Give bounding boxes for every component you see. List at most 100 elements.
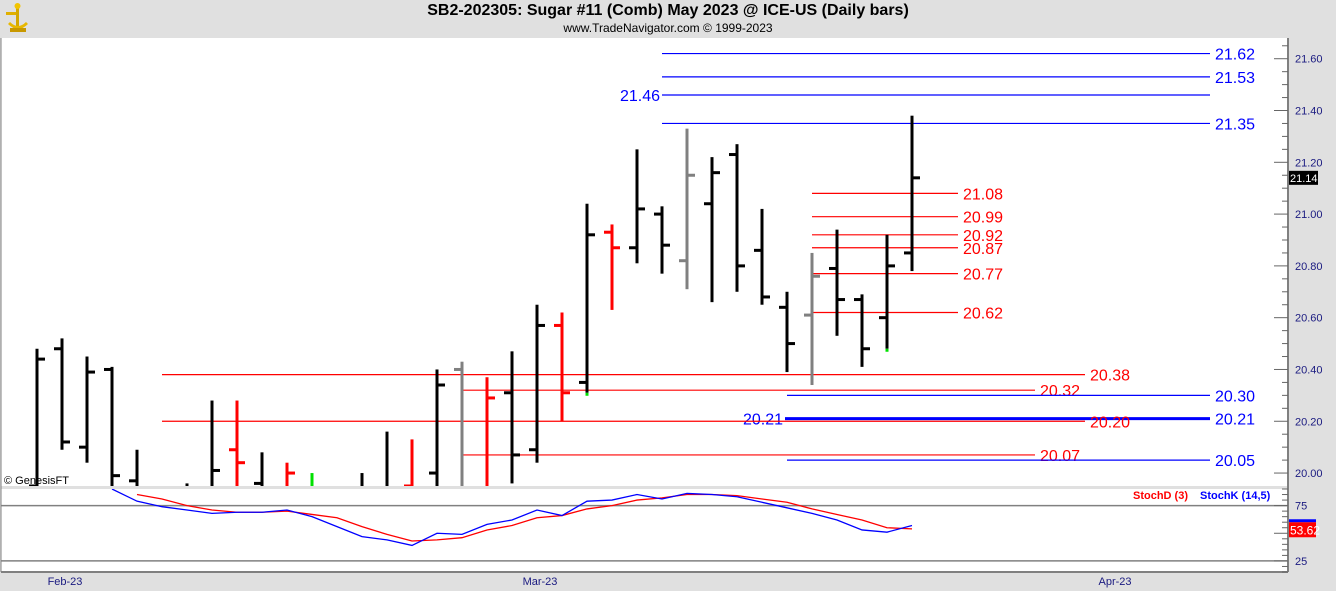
bar-range [110,366,114,486]
bar-range [210,400,214,486]
price-tick-label: 21.20 [1295,157,1323,169]
ohlc-bar [104,366,120,486]
price-tick-label: 21.60 [1295,54,1323,66]
bar-close-tick [62,440,70,444]
bar-open-tick [554,323,562,327]
chart-title: SB2-202305: Sugar #11 (Comb) May 2023 @ … [427,2,909,19]
ohlc-bar [485,377,495,486]
bar-range [185,483,189,486]
bar-close-tick [762,295,770,299]
bar-open-tick [654,212,662,216]
ohlc-bar [454,361,464,486]
bar-close-tick [612,246,620,250]
bar-open-tick [129,479,137,483]
ohlc-bar [385,431,389,486]
last-price-box [1289,170,1318,185]
bar-close-tick [287,471,295,475]
level-label: 21.53 [1215,70,1255,87]
ohlc-bar [679,128,695,290]
bar-range [310,473,314,486]
bar-open-tick [704,202,712,206]
price-panel [1,38,1288,486]
bar-open-tick [779,305,787,309]
legend-stochk: StochK (14,5) [1200,490,1271,502]
stochk-value-marker [1289,519,1316,523]
bar-range [535,304,539,463]
bar-close-tick [687,173,695,177]
ohlc-bar [229,400,245,486]
bar-range [910,115,914,272]
bar-range [360,473,364,486]
level-label: 21.35 [1215,116,1255,133]
level-label: 20.07 [1040,448,1080,465]
bar-range [410,439,414,486]
price-plot: 21.62 21.53 21.46 21.35 21.08 20.9920.9220.87… [29,47,1255,486]
level-label: 20.77 [963,267,1003,284]
level-label: 20.05 [1215,453,1255,470]
bar-open-tick [229,448,237,452]
ohlc-bar [285,462,295,486]
bar-open-tick [754,248,762,252]
bar-open-tick [804,313,812,317]
bar-close-tick [87,370,95,374]
legend-stochd: StochD (3) [1133,490,1188,502]
level-label-left: 20.21 [743,412,783,429]
bar-open-tick [454,367,462,371]
bar-close-tick [787,342,795,346]
bar-close-tick [712,171,720,175]
price-tick-label: 20.00 [1295,468,1323,480]
ohlc-bar [429,369,445,486]
ohlc-bar [529,304,545,463]
bar-open-tick [504,391,512,395]
level-label: 20.87 [963,241,1003,258]
bar-close-tick [837,298,845,302]
level-label: 20.21 [1215,412,1255,429]
bar-open-tick [629,246,637,250]
ohlc-bar [779,291,795,373]
bar-open-tick [729,153,737,157]
ohlc-bar [504,351,520,484]
bar-close-tick [512,453,520,457]
ohlc-bar [829,229,845,336]
date-label: Feb-23 [48,576,83,588]
bar-open-tick [404,484,412,486]
ohlc-bar [754,208,770,305]
ohlc-bar [579,203,595,396]
level-label: 20.30 [1215,388,1255,405]
bar-open-tick [529,448,537,452]
bar-close-tick [587,233,595,237]
bar-range [660,206,664,274]
stoch-line-k [111,489,913,547]
bar-close-tick [112,474,120,478]
bar-open-tick [829,266,837,270]
stoch-value-box [1289,522,1316,538]
bar-open-tick [54,347,62,351]
bar-range [85,356,89,463]
bar-range [485,377,489,486]
bar-open-tick [29,484,37,486]
low-marker [585,392,589,396]
bar-range [810,252,814,386]
bar-close-tick [637,207,645,211]
price-tick-label: 20.80 [1295,261,1323,273]
bar-close-tick [912,176,920,180]
price-tick-label: 20.20 [1295,416,1323,428]
level-label: 20.32 [1040,383,1080,400]
bar-close-tick [437,383,445,387]
bar-range [760,208,764,305]
level-label-left: 21.46 [620,88,660,105]
bar-range [685,128,689,290]
bar-range [560,312,564,422]
bar-range [235,400,239,486]
bar-open-tick [104,367,112,371]
level-label: 21.08 [963,186,1003,203]
bar-range [610,224,614,310]
ohlc-bar [629,149,645,264]
bar-close-tick [562,391,570,395]
ohlc-bar [79,356,95,463]
bar-open-tick [854,298,862,302]
bar-close-tick [662,243,670,247]
bar-close-tick [212,468,220,472]
ohlc-bar [554,312,570,422]
